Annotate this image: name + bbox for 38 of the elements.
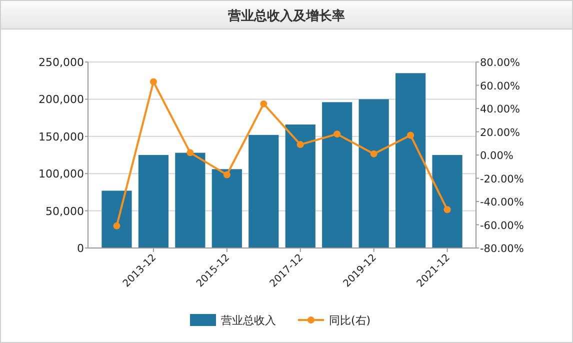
- legend-label: 同比(右): [329, 314, 371, 327]
- bar: [432, 155, 462, 248]
- bar: [358, 99, 389, 248]
- y-tick-label: 50,000: [46, 204, 84, 218]
- y2-tick-label: -60.00%: [480, 220, 524, 232]
- bar: [248, 134, 279, 248]
- y2-tick-label: 80.00%: [480, 57, 520, 69]
- y-tick-label: 150,000: [38, 130, 84, 144]
- bar: [175, 152, 206, 248]
- bar: [395, 73, 426, 248]
- point: [407, 132, 414, 139]
- y2-tick-label: 0.00%: [480, 150, 514, 162]
- point: [113, 222, 120, 230]
- y2-tick-label: -40.00%: [480, 196, 524, 208]
- point: [444, 206, 451, 214]
- point: [370, 150, 378, 158]
- point: [296, 141, 304, 148]
- chart-title: 营业总收入及增长率: [227, 8, 345, 24]
- bar: [285, 124, 316, 248]
- y2-tick-label: 40.00%: [480, 104, 520, 116]
- y-tick-label: 100,000: [38, 168, 84, 181]
- bar: [138, 155, 169, 248]
- legend-label: 营业总收入: [221, 314, 276, 327]
- y-tick-label: 0: [77, 242, 84, 255]
- point: [334, 130, 341, 138]
- bar: [322, 102, 352, 248]
- point: [223, 171, 230, 178]
- y2-tick-label: -20.00%: [480, 173, 524, 186]
- y-tick-label: 250,000: [38, 56, 84, 69]
- y2-tick-label: -80.00%: [480, 243, 524, 255]
- point: [260, 100, 268, 108]
- y2-tick-label: 20.00%: [480, 126, 520, 139]
- y-tick-label: 200,000: [38, 93, 84, 106]
- point: [150, 78, 157, 86]
- bar: [102, 190, 132, 248]
- point: [186, 149, 194, 156]
- bar: [212, 169, 242, 248]
- y2-tick-label: 60.00%: [480, 80, 520, 92]
